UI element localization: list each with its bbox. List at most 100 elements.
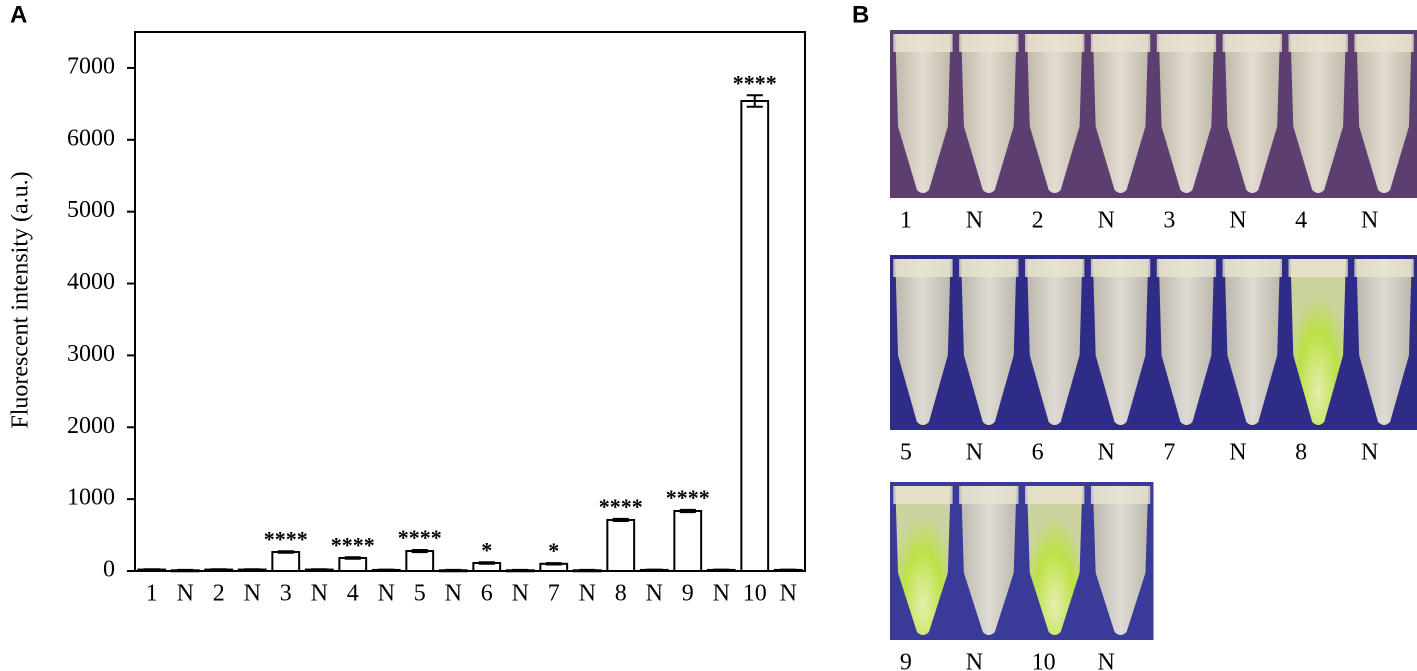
tube-label: N	[966, 650, 983, 671]
y-tick-label: 7000	[67, 53, 115, 79]
x-tick-label: 7	[548, 581, 560, 607]
x-tick-label: 5	[414, 581, 426, 607]
tube	[961, 259, 1017, 425]
significance-label: ****	[398, 525, 442, 550]
tube-label: N	[966, 440, 983, 466]
y-tick-label: 0	[103, 557, 115, 583]
tube-cap	[1222, 259, 1282, 277]
y-axis-label: Fluorescent intensity (a.u.)	[8, 171, 34, 428]
error-bar	[344, 556, 361, 560]
error-bar	[143, 568, 160, 571]
panel-label: B	[852, 1, 869, 28]
tube-cap	[893, 34, 953, 52]
tube-label: N	[1229, 208, 1246, 234]
y-tick-label: 3000	[67, 341, 115, 367]
tube-cap	[893, 486, 953, 504]
x-tick-label: 8	[615, 581, 627, 607]
bar	[405, 550, 435, 572]
tube	[961, 34, 1017, 193]
error-bar	[277, 550, 294, 554]
x-tick-label: N	[177, 581, 194, 607]
tube-label: N	[1229, 440, 1246, 466]
error-bar	[579, 568, 596, 572]
tube-cap	[1156, 259, 1217, 277]
x-tick-label: N	[579, 581, 596, 607]
tube-cap	[959, 486, 1019, 504]
significance-label: *	[548, 538, 559, 563]
y-tick-label: 6000	[67, 125, 115, 151]
tube-label: 2	[1032, 208, 1044, 234]
tube-cap	[1090, 486, 1151, 504]
tube-cap	[1025, 34, 1085, 52]
tube	[1290, 259, 1346, 425]
x-tick-label: 4	[347, 581, 359, 607]
tube-label: 8	[1295, 440, 1307, 466]
tube	[1027, 34, 1083, 193]
x-tick-label: N	[244, 581, 261, 607]
significance-label: ****	[264, 526, 308, 551]
tube-label: 9	[900, 650, 912, 671]
tube-cap	[1090, 259, 1151, 277]
tube-label: 5	[900, 440, 912, 466]
tube-label: N	[1361, 208, 1378, 234]
tube-cap	[1288, 259, 1348, 277]
error-bar	[545, 562, 562, 566]
tube-label: 6	[1032, 440, 1044, 466]
tube	[1027, 486, 1083, 635]
tube-label: N	[1098, 650, 1115, 671]
significance-label: ****	[599, 494, 643, 519]
x-tick-label: 10	[743, 581, 767, 607]
tube-cap	[1090, 34, 1151, 52]
significance-label: ****	[733, 70, 777, 95]
x-tick-label: 6	[481, 581, 493, 607]
x-tick-label: 9	[682, 581, 694, 607]
error-bar	[612, 517, 629, 523]
error-bar	[512, 568, 529, 572]
error-bar	[746, 94, 763, 108]
significance-label: ****	[331, 532, 375, 557]
tube	[1356, 34, 1412, 193]
bar	[271, 551, 301, 573]
tube	[1092, 259, 1149, 425]
error-bar	[713, 568, 730, 572]
x-tick-label: 2	[213, 581, 225, 607]
x-tick-label: 1	[146, 581, 158, 607]
tube-cap	[1354, 259, 1414, 277]
error-bar	[378, 568, 395, 572]
panel-label: A	[10, 1, 27, 28]
tube-label: N	[1361, 440, 1378, 466]
tube-cap	[1025, 486, 1085, 504]
error-bar	[679, 508, 696, 514]
tube-label: N	[966, 208, 983, 234]
tube-cap	[1025, 259, 1085, 277]
tube	[1224, 34, 1280, 193]
tube	[1027, 259, 1083, 425]
tube-label: 1	[900, 208, 912, 234]
x-tick-label: N	[512, 581, 529, 607]
significance-label: *	[481, 537, 492, 562]
significance-label: ****	[666, 485, 710, 510]
tube-cap	[1354, 34, 1414, 52]
tube	[1224, 259, 1280, 425]
tube	[1290, 34, 1346, 193]
bar	[338, 556, 368, 572]
tube	[1158, 34, 1215, 193]
error-bar	[478, 561, 495, 565]
y-tick-label: 2000	[67, 413, 115, 439]
tube-label: N	[1098, 440, 1115, 466]
bar	[606, 518, 636, 573]
error-bar	[244, 568, 261, 571]
tube	[1092, 486, 1149, 635]
plot-frame	[134, 31, 806, 572]
bar	[740, 99, 770, 572]
bar	[673, 509, 703, 572]
x-tick-label: N	[311, 581, 328, 607]
tube	[1158, 259, 1215, 425]
x-tick-label: 3	[280, 581, 292, 607]
x-tick-label: N	[780, 581, 797, 607]
x-tick-label: N	[646, 581, 663, 607]
tube-cap	[1156, 34, 1217, 52]
tube-cap	[893, 259, 953, 277]
tube-cap	[959, 34, 1019, 52]
